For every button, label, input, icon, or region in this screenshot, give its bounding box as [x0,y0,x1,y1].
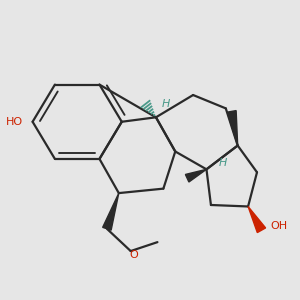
Polygon shape [248,206,266,232]
Polygon shape [103,193,119,230]
Text: OH: OH [270,221,287,231]
Polygon shape [185,169,206,182]
Text: HO: HO [6,117,23,127]
Text: H: H [219,158,227,168]
Polygon shape [227,111,238,146]
Text: O: O [130,250,139,260]
Text: H: H [162,99,170,109]
